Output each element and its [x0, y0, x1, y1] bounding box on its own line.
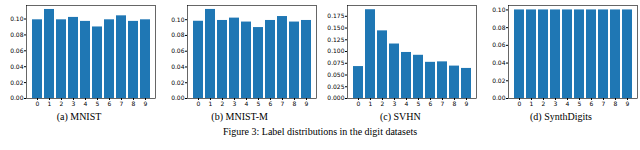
svg-text:0.150: 0.150 [328, 24, 345, 31]
svg-text:5: 5 [578, 100, 582, 107]
svg-text:0.02: 0.02 [171, 79, 185, 86]
svg-text:6: 6 [429, 100, 433, 107]
svg-text:0.02: 0.02 [492, 77, 506, 84]
svg-text:4: 4 [244, 100, 248, 107]
html-text:Figure 3: Label distributions: Figure 3: Label distributions in the dig… [222, 126, 418, 137]
html-text:(a) MNIST: (a) MNIST [56, 111, 102, 122]
svg-text:8: 8 [614, 100, 618, 107]
svg-text:0.125: 0.125 [328, 36, 345, 43]
svg-text:1: 1 [369, 100, 373, 107]
html-text:(b) MNIST-M: (b) MNIST-M [211, 111, 268, 122]
svg-text:0.10: 0.10 [10, 15, 24, 22]
svg-text:0.06: 0.06 [171, 47, 185, 54]
svg-text:1: 1 [48, 100, 52, 107]
svg-text:0.000: 0.000 [328, 94, 345, 101]
svg-text:0.00: 0.00 [10, 94, 24, 101]
svg-text:0.10: 0.10 [492, 6, 506, 13]
svg-text:8: 8 [453, 100, 457, 107]
svg-text:0.025: 0.025 [328, 83, 345, 90]
svg-text:4: 4 [566, 100, 570, 107]
svg-text:0.08: 0.08 [171, 31, 185, 38]
svg-text:5: 5 [256, 100, 260, 107]
svg-text:0.02: 0.02 [10, 79, 24, 86]
svg-text:0.175: 0.175 [328, 12, 345, 19]
svg-text:0.04: 0.04 [171, 63, 185, 70]
svg-text:0.00: 0.00 [171, 94, 185, 101]
svg-text:0.100: 0.100 [328, 47, 345, 54]
html-text:(c) SVHN: (c) SVHN [379, 111, 421, 122]
svg-text:0: 0 [36, 100, 40, 107]
svg-text:2: 2 [60, 100, 64, 107]
svg-text:4: 4 [405, 100, 409, 107]
svg-text:2: 2 [542, 100, 546, 107]
svg-text:9: 9 [144, 100, 148, 107]
svg-text:7: 7 [120, 100, 124, 107]
svg-text:8: 8 [132, 100, 136, 107]
svg-text:6: 6 [590, 100, 594, 107]
svg-text:2: 2 [220, 100, 224, 107]
svg-text:2: 2 [381, 100, 385, 107]
svg-text:0.04: 0.04 [492, 59, 506, 66]
svg-text:0.08: 0.08 [492, 24, 506, 31]
svg-text:9: 9 [626, 100, 630, 107]
svg-text:9: 9 [465, 100, 469, 107]
svg-text:0.04: 0.04 [10, 63, 24, 70]
svg-text:5: 5 [417, 100, 421, 107]
svg-text:7: 7 [441, 100, 445, 107]
svg-text:0: 0 [196, 100, 200, 107]
svg-text:1: 1 [530, 100, 534, 107]
svg-text:5: 5 [96, 100, 100, 107]
svg-text:4: 4 [84, 100, 88, 107]
svg-text:7: 7 [602, 100, 606, 107]
svg-text:8: 8 [292, 100, 296, 107]
svg-text:0.06: 0.06 [492, 41, 506, 48]
svg-text:6: 6 [268, 100, 272, 107]
svg-text:0.00: 0.00 [492, 94, 506, 101]
svg-text:0.10: 0.10 [171, 16, 185, 23]
svg-text:3: 3 [72, 100, 76, 107]
svg-text:1: 1 [208, 100, 212, 107]
svg-text:0.050: 0.050 [328, 71, 345, 78]
html-text:(d) SynthDigits: (d) SynthDigits [530, 111, 592, 122]
svg-text:0.08: 0.08 [10, 31, 24, 38]
svg-text:0: 0 [357, 100, 361, 107]
svg-text:0: 0 [518, 100, 522, 107]
svg-text:9: 9 [304, 100, 308, 107]
svg-text:0.075: 0.075 [328, 59, 345, 66]
svg-text:3: 3 [393, 100, 397, 107]
svg-text:3: 3 [554, 100, 558, 107]
svg-text:7: 7 [280, 100, 284, 107]
svg-text:3: 3 [232, 100, 236, 107]
svg-text:6: 6 [108, 100, 112, 107]
svg-text:0.06: 0.06 [10, 47, 24, 54]
